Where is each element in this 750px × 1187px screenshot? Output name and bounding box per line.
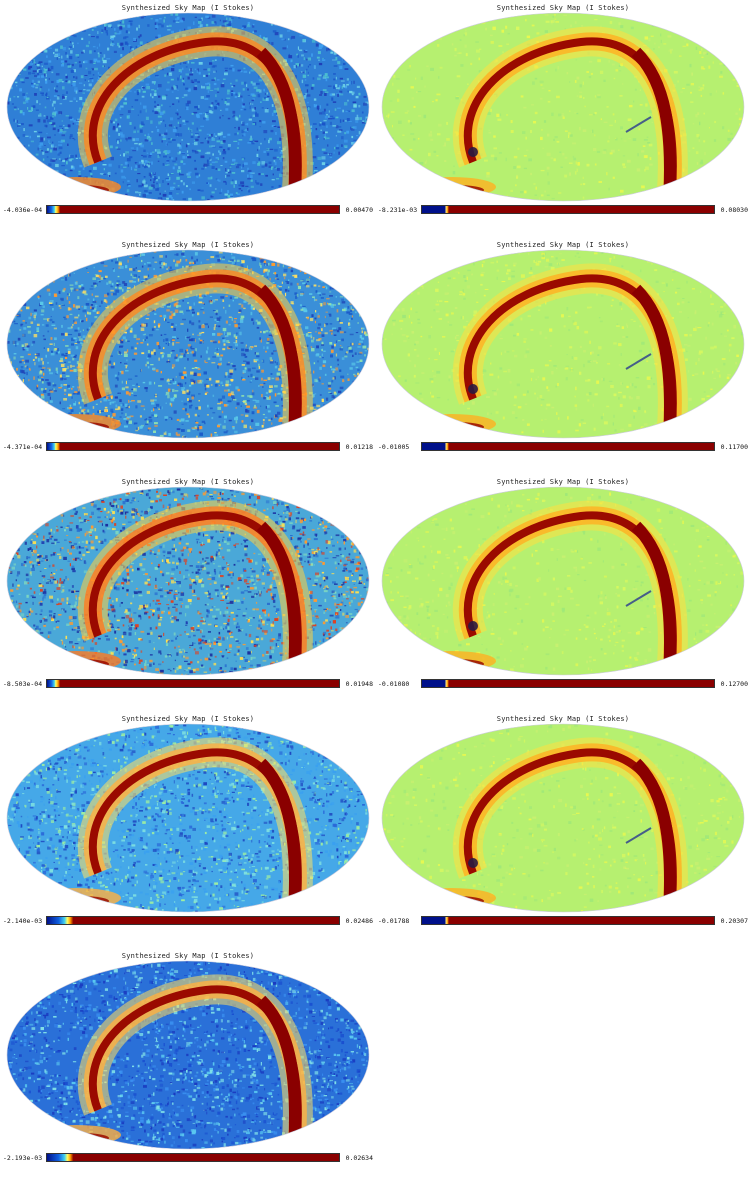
sky-map-panel-5: Synthesized Sky Map (I Stokes) -8.503e-0… — [3, 477, 373, 713]
sky-map-panel-7: Synthesized Sky Map (I Stokes) -2.140e-0… — [3, 714, 373, 950]
colorbar-max-label: 0.02634 — [346, 1154, 373, 1162]
panel-title: Synthesized Sky Map (I Stokes) — [3, 241, 373, 249]
colorbar-max-label: 0.01948 — [346, 680, 373, 688]
mollweide-sky-map — [6, 486, 370, 676]
colorbar — [421, 205, 715, 214]
panel-title: Synthesized Sky Map (I Stokes) — [3, 715, 373, 723]
colorbar-max-label: 0.11700 — [721, 443, 748, 451]
mollweide-sky-map — [381, 12, 745, 202]
panel-title: Synthesized Sky Map (I Stokes) — [378, 241, 748, 249]
mollweide-sky-map — [6, 723, 370, 913]
panel-title: Synthesized Sky Map (I Stokes) — [3, 952, 373, 960]
mollweide-sky-map — [381, 486, 745, 676]
mollweide-sky-map — [381, 249, 745, 439]
colorbar-max-label: 0.08030 — [721, 206, 748, 214]
sky-map-panel-1: Synthesized Sky Map (I Stokes) -4.036e-0… — [3, 3, 373, 239]
colorbar — [46, 1153, 340, 1162]
colorbar — [421, 442, 715, 451]
colorbar — [421, 679, 715, 688]
mollweide-sky-map — [6, 960, 370, 1150]
panel-title: Synthesized Sky Map (I Stokes) — [3, 4, 373, 12]
colorbar — [46, 679, 340, 688]
sky-map-panel-9: Synthesized Sky Map (I Stokes) -2.193e-0… — [3, 951, 373, 1187]
colorbar-min-label: -2.193e-03 — [3, 1154, 42, 1162]
colorbar-min-label: -4.036e-04 — [3, 206, 42, 214]
colorbar — [46, 916, 340, 925]
colorbar-min-label: -2.140e-03 — [3, 917, 42, 925]
panel-title: Synthesized Sky Map (I Stokes) — [378, 715, 748, 723]
colorbar-min-label: -8.503e-04 — [3, 680, 42, 688]
colorbar-max-label: 0.02486 — [346, 917, 373, 925]
colorbar-max-label: 0.12700 — [721, 680, 748, 688]
colorbar — [421, 916, 715, 925]
sky-map-panel-2: Synthesized Sky Map (I Stokes) -8.231e-0… — [378, 3, 748, 239]
colorbar-max-label: 0.01218 — [346, 443, 373, 451]
colorbar-min-label: -8.231e-03 — [378, 206, 417, 214]
mollweide-sky-map — [6, 249, 370, 439]
colorbar-min-label: -4.371e-04 — [3, 443, 42, 451]
colorbar-max-label: 0.00470 — [346, 206, 373, 214]
sky-map-panel-3: Synthesized Sky Map (I Stokes) -4.371e-0… — [3, 240, 373, 476]
colorbar — [46, 442, 340, 451]
mollweide-sky-map — [6, 12, 370, 202]
colorbar-min-label: -0.01080 — [378, 680, 409, 688]
colorbar-min-label: -0.01005 — [378, 443, 409, 451]
sky-map-panel-6: Synthesized Sky Map (I Stokes) -0.01080 … — [378, 477, 748, 713]
panel-title: Synthesized Sky Map (I Stokes) — [3, 478, 373, 486]
panel-title: Synthesized Sky Map (I Stokes) — [378, 4, 748, 12]
colorbar-min-label: -0.01788 — [378, 917, 409, 925]
colorbar-max-label: 0.20307 — [721, 917, 748, 925]
sky-map-panel-4: Synthesized Sky Map (I Stokes) -0.01005 … — [378, 240, 748, 476]
sky-map-panel-8: Synthesized Sky Map (I Stokes) -0.01788 … — [378, 714, 748, 950]
panel-title: Synthesized Sky Map (I Stokes) — [378, 478, 748, 486]
mollweide-sky-map — [381, 723, 745, 913]
colorbar — [46, 205, 340, 214]
